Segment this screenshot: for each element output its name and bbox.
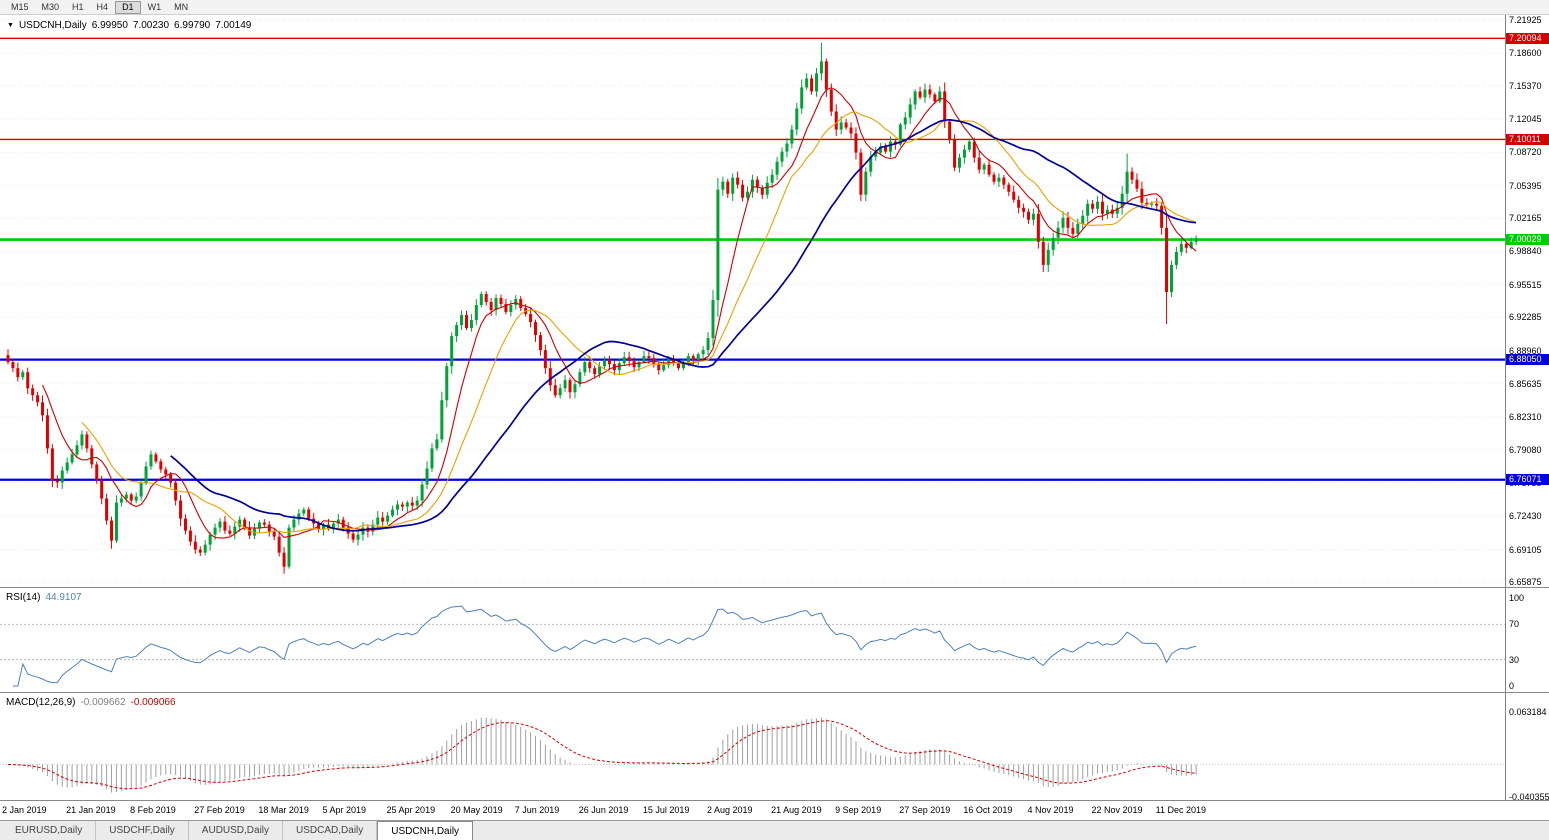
chart-tab-usdchf[interactable]: USDCHF,Daily bbox=[96, 821, 189, 840]
price-tick-label: 7.15370 bbox=[1509, 80, 1542, 91]
date-tick-label: 2 Jan 2019 bbox=[2, 805, 47, 815]
chart-title: ▼ USDCNH,Daily 6.99950 7.00230 6.99790 7… bbox=[7, 20, 251, 31]
chart-symbol: USDCNH,Daily bbox=[18, 20, 87, 31]
macd-plot[interactable]: MACD(12,26,9) -0.009662 -0.009066 bbox=[0, 693, 1505, 800]
date-tick-label: 9 Sep 2019 bbox=[835, 805, 882, 815]
date-tick-label: 18 Mar 2019 bbox=[258, 805, 309, 815]
rsi-name: RSI(14) bbox=[6, 592, 41, 603]
timeframe-button-m15[interactable]: M15 bbox=[11, 1, 29, 12]
chart-tab-usdcad[interactable]: USDCAD,Daily bbox=[283, 821, 378, 840]
rsi-value: 44.9107 bbox=[45, 592, 82, 603]
price-tick-label: 6.79080 bbox=[1509, 444, 1542, 455]
macd-axis: 0.063184 -0.040355 bbox=[1505, 693, 1549, 802]
price-tick-label: 6.72430 bbox=[1509, 511, 1542, 522]
chart-close: 7.00149 bbox=[215, 20, 252, 31]
rsi-line bbox=[12, 605, 1197, 687]
rsi-plot[interactable]: RSI(14) 44.9107 bbox=[0, 588, 1505, 692]
macd-tick-label: 0.063184 bbox=[1509, 707, 1547, 717]
date-tick-label: 21 Aug 2019 bbox=[771, 805, 822, 815]
chart-tab-usdcnh[interactable]: USDCNH,Daily bbox=[377, 821, 474, 840]
candles-layer bbox=[6, 42, 1198, 574]
date-tick-label: 26 Jun 2019 bbox=[578, 805, 629, 815]
chart-low: 6.99790 bbox=[174, 20, 211, 31]
chart-tabs-bar: EURUSD,Daily USDCHF,Daily AUDUSD,Daily USDC… bbox=[0, 820, 1549, 840]
price-tick-label: 6.98840 bbox=[1509, 246, 1542, 257]
macd-chart[interactable] bbox=[0, 693, 1505, 800]
timeframe-button-m30[interactable]: M30 bbox=[41, 1, 60, 12]
date-tick-label: 22 Nov 2019 bbox=[1091, 805, 1143, 815]
price-level-badge: 7.00029 bbox=[1506, 234, 1549, 246]
date-tick-label: 25 Apr 2019 bbox=[386, 805, 436, 815]
price-level-badge: 7.20094 bbox=[1506, 32, 1549, 44]
rsi-tick-label: 30 bbox=[1509, 654, 1520, 665]
macd-main-value: -0.009662 bbox=[80, 697, 126, 708]
price-level-badge: 6.88050 bbox=[1506, 354, 1549, 366]
price-axis: 7.21925 7.18600 7.15370 7.12045 7.08720 7.053… bbox=[1505, 15, 1549, 587]
price-tick-label: 6.95515 bbox=[1509, 279, 1542, 290]
date-tick-label: 2 Aug 2019 bbox=[706, 805, 753, 815]
ma-8-line bbox=[41, 87, 1197, 539]
timeframe-button-h4[interactable]: H4 bbox=[96, 1, 109, 12]
chart-high: 7.00230 bbox=[132, 20, 170, 31]
rsi-chart[interactable] bbox=[0, 588, 1505, 692]
chart-tab-eurusd[interactable]: EURUSD,Daily bbox=[2, 821, 97, 840]
date-tick-label: 27 Feb 2019 bbox=[194, 805, 245, 815]
price-tick-label: 6.82310 bbox=[1509, 412, 1542, 423]
rsi-tick-label: 70 bbox=[1509, 619, 1520, 630]
ma-34-line bbox=[170, 118, 1197, 532]
price-tick-label: 7.08720 bbox=[1509, 147, 1542, 158]
macd-name: MACD(12,26,9) bbox=[6, 697, 76, 708]
macd-pane: MACD(12,26,9) -0.009662 -0.009066 0.0631… bbox=[0, 692, 1549, 802]
rsi-pane: RSI(14) 44.9107 100 70 30 0 bbox=[0, 587, 1549, 692]
price-tick-label: 7.02165 bbox=[1509, 213, 1542, 224]
date-axis: 2 Jan 2019 21 Jan 2019 8 Feb 2019 27 Feb 20… bbox=[0, 800, 1549, 820]
rsi-axis: 100 70 30 0 bbox=[1505, 588, 1549, 692]
date-tick-label: 16 Oct 2019 bbox=[963, 805, 1013, 815]
main-chart-plot[interactable]: ▼ USDCNH,Daily 6.99950 7.00230 6.99790 7… bbox=[0, 15, 1505, 587]
timeframe-button-h1[interactable]: H1 bbox=[72, 1, 84, 12]
timeframe-button-d1[interactable]: D1 bbox=[115, 0, 141, 14]
price-tick-label: 6.92285 bbox=[1509, 312, 1542, 323]
main-chart-pane: ▼ USDCNH,Daily 6.99950 7.00230 6.99790 7… bbox=[0, 15, 1549, 587]
date-tick-label: 20 May 2019 bbox=[450, 805, 503, 815]
date-tick-label: 7 Jun 2019 bbox=[514, 805, 560, 815]
price-level-badge: 6.76071 bbox=[1506, 474, 1549, 486]
candlestick-chart[interactable] bbox=[0, 15, 1505, 587]
rsi-tick-label: 100 bbox=[1509, 593, 1525, 603]
date-tick-label: 4 Nov 2019 bbox=[1027, 805, 1074, 815]
timeframe-toolbar: M15 M30 H1 H4 D1 W1 MN bbox=[0, 0, 1549, 15]
price-tick-label: 7.18600 bbox=[1509, 48, 1542, 59]
price-tick-label: 6.88960 bbox=[1509, 345, 1542, 356]
date-tick-label: 27 Sep 2019 bbox=[899, 805, 951, 815]
macd-label: MACD(12,26,9) -0.009662 -0.009066 bbox=[6, 697, 176, 708]
price-tick-label: 6.65875 bbox=[1509, 577, 1542, 587]
date-tick-label: 15 Jul 2019 bbox=[642, 805, 690, 815]
date-tick-label: 21 Jan 2019 bbox=[66, 805, 116, 815]
price-tick-label: 7.21925 bbox=[1509, 15, 1542, 25]
macd-histogram bbox=[12, 717, 1197, 793]
timeframe-button-mn[interactable]: MN bbox=[174, 1, 189, 12]
macd-signal-value: -0.009066 bbox=[130, 697, 176, 708]
ma-16-line bbox=[81, 111, 1197, 534]
macd-tick-label: -0.040355 bbox=[1509, 792, 1549, 802]
date-tick-label: 8 Feb 2019 bbox=[130, 805, 176, 815]
chart-tab-audusd[interactable]: AUDUSD,Daily bbox=[189, 821, 284, 840]
price-tick-label: 6.69105 bbox=[1509, 544, 1542, 555]
symbol-dropdown-icon[interactable]: ▼ bbox=[7, 22, 14, 29]
price-tick-label: 7.05395 bbox=[1509, 180, 1542, 191]
date-tick-label: 5 Apr 2019 bbox=[322, 805, 366, 815]
macd-signal-line bbox=[7, 720, 1197, 790]
timeframe-button-w1[interactable]: W1 bbox=[147, 1, 162, 12]
date-tick-label: 11 Dec 2019 bbox=[1155, 805, 1206, 815]
price-tick-label: 6.85635 bbox=[1509, 378, 1542, 389]
rsi-tick-label: 0 bbox=[1509, 681, 1515, 691]
price-tick-label: 7.12045 bbox=[1509, 114, 1542, 125]
rsi-label: RSI(14) 44.9107 bbox=[6, 592, 82, 603]
chart-open: 6.99950 bbox=[91, 20, 128, 31]
price-level-badge: 7.10011 bbox=[1506, 133, 1549, 145]
